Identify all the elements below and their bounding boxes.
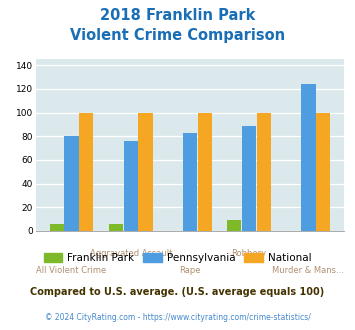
Text: © 2024 CityRating.com - https://www.cityrating.com/crime-statistics/: © 2024 CityRating.com - https://www.city… bbox=[45, 313, 310, 322]
Bar bbox=[198, 113, 212, 231]
Text: Compared to U.S. average. (U.S. average equals 100): Compared to U.S. average. (U.S. average … bbox=[31, 287, 324, 297]
Text: Murder & Mans...: Murder & Mans... bbox=[272, 266, 344, 275]
Bar bbox=[316, 113, 330, 231]
Bar bbox=[138, 113, 153, 231]
Text: Violent Crime Comparison: Violent Crime Comparison bbox=[70, 28, 285, 43]
Text: Aggravated Assault: Aggravated Assault bbox=[89, 249, 172, 258]
Legend: Franklin Park, Pennsylvania, National: Franklin Park, Pennsylvania, National bbox=[39, 248, 316, 267]
Bar bbox=[79, 113, 93, 231]
Bar bbox=[242, 126, 256, 231]
Bar bbox=[124, 141, 138, 231]
Text: 2018 Franklin Park: 2018 Franklin Park bbox=[100, 8, 255, 23]
Bar bbox=[50, 224, 64, 231]
Text: All Violent Crime: All Violent Crime bbox=[36, 266, 106, 275]
Bar bbox=[257, 113, 271, 231]
Bar bbox=[183, 133, 197, 231]
Bar bbox=[227, 220, 241, 231]
Text: Rape: Rape bbox=[179, 266, 201, 275]
Text: Robbery: Robbery bbox=[231, 249, 267, 258]
Bar bbox=[64, 136, 78, 231]
Bar bbox=[301, 84, 316, 231]
Bar bbox=[109, 224, 123, 231]
